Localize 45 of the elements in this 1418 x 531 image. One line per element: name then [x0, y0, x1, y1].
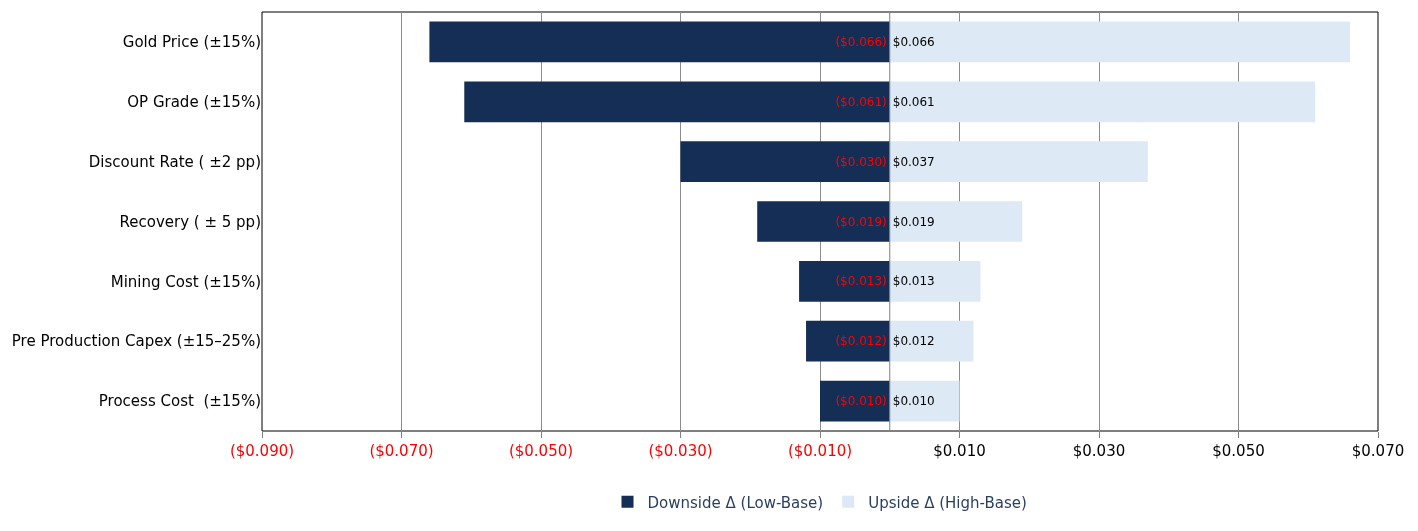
data-label: ($0.061) [835, 94, 887, 109]
x-tick-label: ($0.050) [508, 442, 574, 460]
data-label: $0.061 [892, 94, 935, 109]
data-label: ($0.010) [835, 394, 887, 409]
y-tick-label: OP Grade (±15%) [127, 93, 261, 112]
data-label: $0.037 [892, 154, 935, 169]
bar [889, 81, 1316, 123]
data-label: $0.010 [892, 394, 935, 409]
bar [757, 201, 890, 242]
bar [889, 21, 1351, 63]
x-tick-label: ($0.090) [229, 442, 295, 460]
x-tick-label: ($0.010) [787, 442, 853, 460]
bar [889, 261, 981, 302]
y-tick-label: Gold Price (±15%) [122, 33, 261, 52]
data-label: $0.019 [892, 214, 935, 229]
x-tick-label: $0.030 [1072, 442, 1126, 460]
x-tick-label: ($0.070) [369, 442, 434, 460]
bar [464, 81, 890, 123]
data-label: ($0.030) [835, 154, 887, 169]
x-tick-label: $0.010 [933, 442, 986, 460]
x-tick-label: ($0.030) [648, 442, 713, 460]
data-label: ($0.013) [835, 274, 887, 289]
y-tick-label: Process Cost (±15%) [98, 392, 261, 411]
y-tick-label: Discount Rate ( ±2 pp) [88, 152, 261, 171]
bar [889, 141, 1148, 182]
bar [889, 201, 1023, 242]
x-tick-label: $0.050 [1212, 442, 1265, 460]
bar [799, 261, 890, 302]
bar [429, 21, 890, 63]
y-tick-label: Recovery ( ± 5 pp) [119, 212, 261, 231]
bar [889, 320, 974, 362]
legend-label: Upside Δ (High-Base) [868, 493, 1027, 512]
data-label: $0.013 [892, 274, 935, 289]
bar [806, 320, 890, 362]
data-label: $0.012 [892, 334, 935, 349]
bar [889, 380, 960, 422]
y-tick-label: Pre Production Capex (±15–25%) [11, 332, 261, 351]
bar [680, 141, 890, 182]
data-label: ($0.012) [835, 334, 887, 349]
y-tick-label: Mining Cost (±15%) [110, 272, 261, 291]
data-label: ($0.066) [835, 34, 887, 49]
data-label: ($0.019) [835, 214, 887, 229]
x-tick-label: $0.070 [1351, 442, 1405, 460]
data-label: $0.066 [892, 34, 935, 49]
legend-label: Downside Δ (Low-Base) [647, 493, 824, 512]
